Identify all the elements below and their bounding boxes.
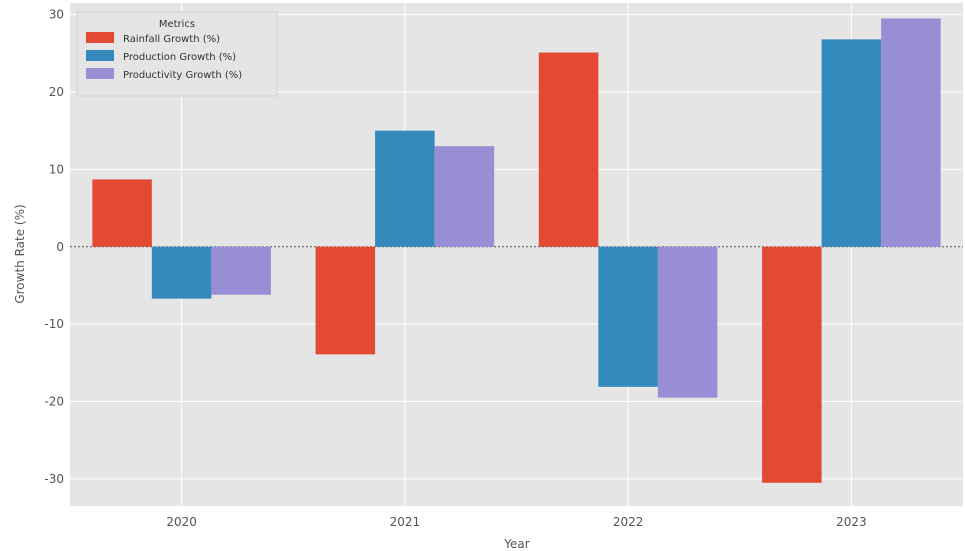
y-tick-label: -10 <box>44 317 64 331</box>
y-tick-labels: -30 -20 -10 0 10 20 30 <box>44 8 64 486</box>
legend-swatch <box>86 68 114 79</box>
bar <box>762 246 822 483</box>
bar <box>211 246 271 295</box>
legend-title: Metrics <box>159 19 195 30</box>
bar <box>598 246 658 387</box>
bar <box>821 39 882 247</box>
legend-items: Rainfall Growth (%) Production Growth (%)… <box>86 32 242 81</box>
y-tick-label: 0 <box>56 240 64 254</box>
legend-label: Production Growth (%) <box>123 52 236 63</box>
y-tick-label: -20 <box>44 395 64 409</box>
legend-label: Productivity Growth (%) <box>123 70 242 81</box>
bar <box>375 130 435 247</box>
x-axis-title: Year <box>503 537 529 551</box>
bar <box>151 246 212 299</box>
x-tick-label: 2021 <box>390 515 421 529</box>
y-tick-label: 10 <box>49 162 64 176</box>
y-tick-label: 20 <box>49 85 64 99</box>
legend-swatch <box>86 50 114 61</box>
x-tick-label: 2022 <box>613 515 644 529</box>
bar <box>881 18 941 247</box>
legend: Metrics Rainfall Growth (%) Production Gr… <box>76 11 278 97</box>
x-tick-labels: 2020 2021 2022 2023 <box>166 515 866 529</box>
bar <box>538 52 599 247</box>
bar <box>657 246 718 398</box>
y-axis-title: Growth Rate (%) <box>13 204 27 303</box>
bar <box>92 179 152 247</box>
x-tick-label: 2023 <box>836 515 867 529</box>
bar <box>315 246 376 355</box>
grid <box>70 3 963 506</box>
legend-label: Rainfall Growth (%) <box>123 34 220 45</box>
bars <box>92 18 941 483</box>
bar <box>434 146 495 247</box>
y-tick-label: -30 <box>44 472 64 486</box>
x-tick-label: 2020 <box>166 515 197 529</box>
legend-swatch <box>86 32 114 43</box>
y-tick-label: 30 <box>49 8 64 22</box>
